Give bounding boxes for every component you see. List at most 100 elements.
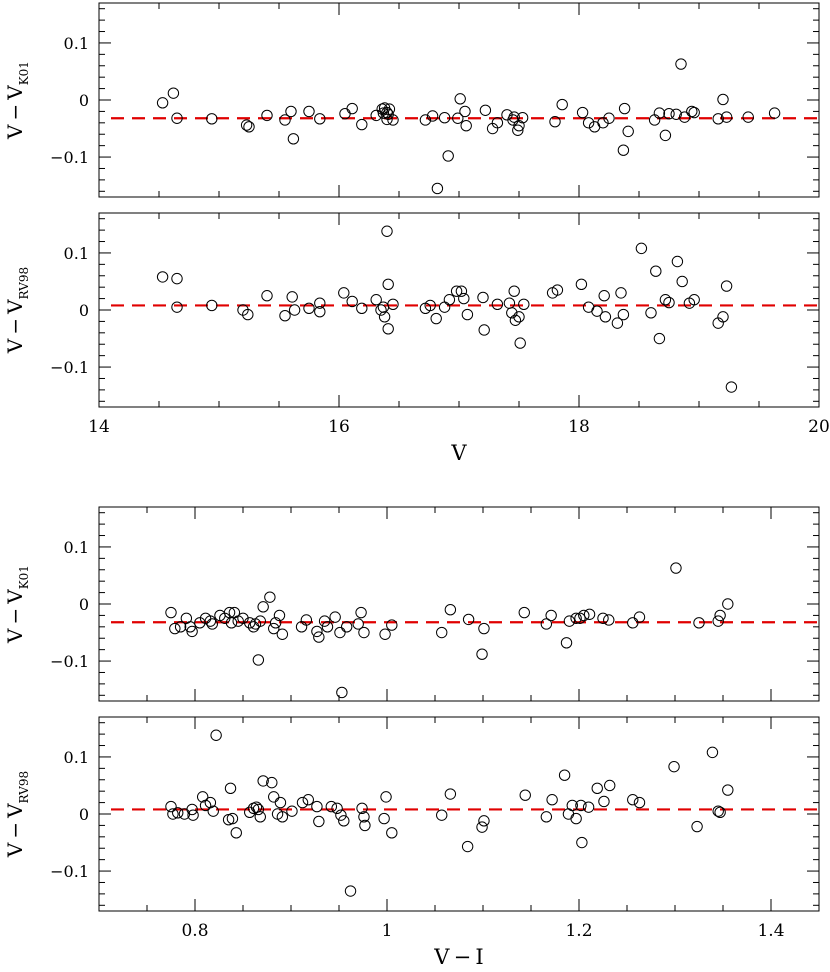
data-point <box>268 791 280 803</box>
y-tick-label: −0.1 <box>50 652 89 671</box>
data-point <box>670 562 682 574</box>
data-point <box>381 225 393 237</box>
data-point <box>302 794 314 806</box>
data-point <box>338 287 350 299</box>
data-point <box>247 621 260 633</box>
data-point <box>513 119 525 132</box>
data-point <box>156 271 169 283</box>
data-point <box>230 827 242 839</box>
data-point <box>633 796 646 809</box>
data-point <box>678 111 691 123</box>
data-point <box>431 182 444 195</box>
data-point <box>358 626 370 639</box>
data-point <box>717 93 729 106</box>
data-point <box>346 295 358 308</box>
data-point <box>325 800 338 813</box>
data-point <box>224 782 237 795</box>
panel-1: 0.1 0 −0.1 V − VK01 <box>3 2 820 198</box>
data-point <box>582 117 595 129</box>
data-point <box>329 611 341 623</box>
data-point <box>186 625 198 638</box>
data-point <box>491 117 504 129</box>
data-point <box>436 809 448 821</box>
data-point <box>611 317 624 329</box>
data-point <box>576 836 588 849</box>
data-point <box>207 805 219 817</box>
data-point <box>167 808 179 820</box>
data-point <box>382 323 394 335</box>
data-point <box>668 760 680 773</box>
data-point <box>455 285 468 297</box>
data-point <box>563 615 576 627</box>
data-point <box>693 617 705 629</box>
x-axis-title: V <box>450 441 467 465</box>
data-point <box>314 297 326 309</box>
data-point <box>566 799 578 812</box>
data-point <box>352 618 364 630</box>
data-point <box>560 637 573 649</box>
data-point <box>321 621 334 633</box>
data-point <box>165 606 177 619</box>
data-point <box>379 628 391 640</box>
data-point <box>509 314 522 326</box>
data-point <box>712 615 724 627</box>
data-point <box>165 800 177 813</box>
data-point <box>269 617 282 629</box>
data-point <box>722 784 734 796</box>
data-point <box>519 789 531 801</box>
data-point <box>359 819 371 832</box>
data-point <box>714 806 726 818</box>
data-point <box>382 278 394 291</box>
data-point <box>461 840 474 853</box>
data-point <box>206 113 218 125</box>
data-point <box>240 119 253 131</box>
data-point <box>279 114 291 126</box>
data-point <box>356 118 368 131</box>
data-point <box>340 621 353 633</box>
data-point <box>478 815 490 827</box>
data-point <box>279 310 291 322</box>
plot-frame <box>98 506 820 702</box>
data-point <box>204 615 217 627</box>
data-point <box>206 618 218 630</box>
data-point <box>377 107 390 119</box>
data-point <box>603 614 615 626</box>
data-point <box>436 626 448 639</box>
x-tick-label: 0.8 <box>181 921 208 941</box>
data-point <box>334 626 346 639</box>
data-point <box>370 109 382 122</box>
y-tick-label: 0 <box>79 805 89 824</box>
y-tick-label: 0.1 <box>64 748 89 767</box>
data-point <box>375 304 387 316</box>
data-point <box>459 105 471 118</box>
data-point <box>478 622 490 635</box>
data-point <box>653 332 666 345</box>
data-point <box>598 290 610 302</box>
data-point <box>424 299 436 312</box>
data-point <box>387 114 399 126</box>
x-tick-label: 18 <box>568 417 590 437</box>
data-point <box>540 811 553 823</box>
data-point <box>617 308 630 321</box>
data-point <box>479 104 492 116</box>
data-point <box>604 779 616 792</box>
data-point <box>358 811 370 823</box>
data-point <box>633 611 646 623</box>
data-point <box>582 801 595 813</box>
data-point <box>452 112 464 124</box>
data-point <box>617 144 630 156</box>
data-point <box>381 113 393 126</box>
data-point <box>688 294 700 306</box>
data-point <box>506 307 518 319</box>
data-point <box>570 612 582 624</box>
x-tick-label: 1.4 <box>757 921 784 941</box>
data-point <box>650 265 662 277</box>
data-point <box>635 242 648 255</box>
data-point <box>645 307 657 319</box>
data-point <box>419 114 432 126</box>
plot-frame <box>98 2 820 198</box>
data-point <box>338 815 350 827</box>
data-point <box>378 311 391 323</box>
data-point <box>458 292 470 305</box>
